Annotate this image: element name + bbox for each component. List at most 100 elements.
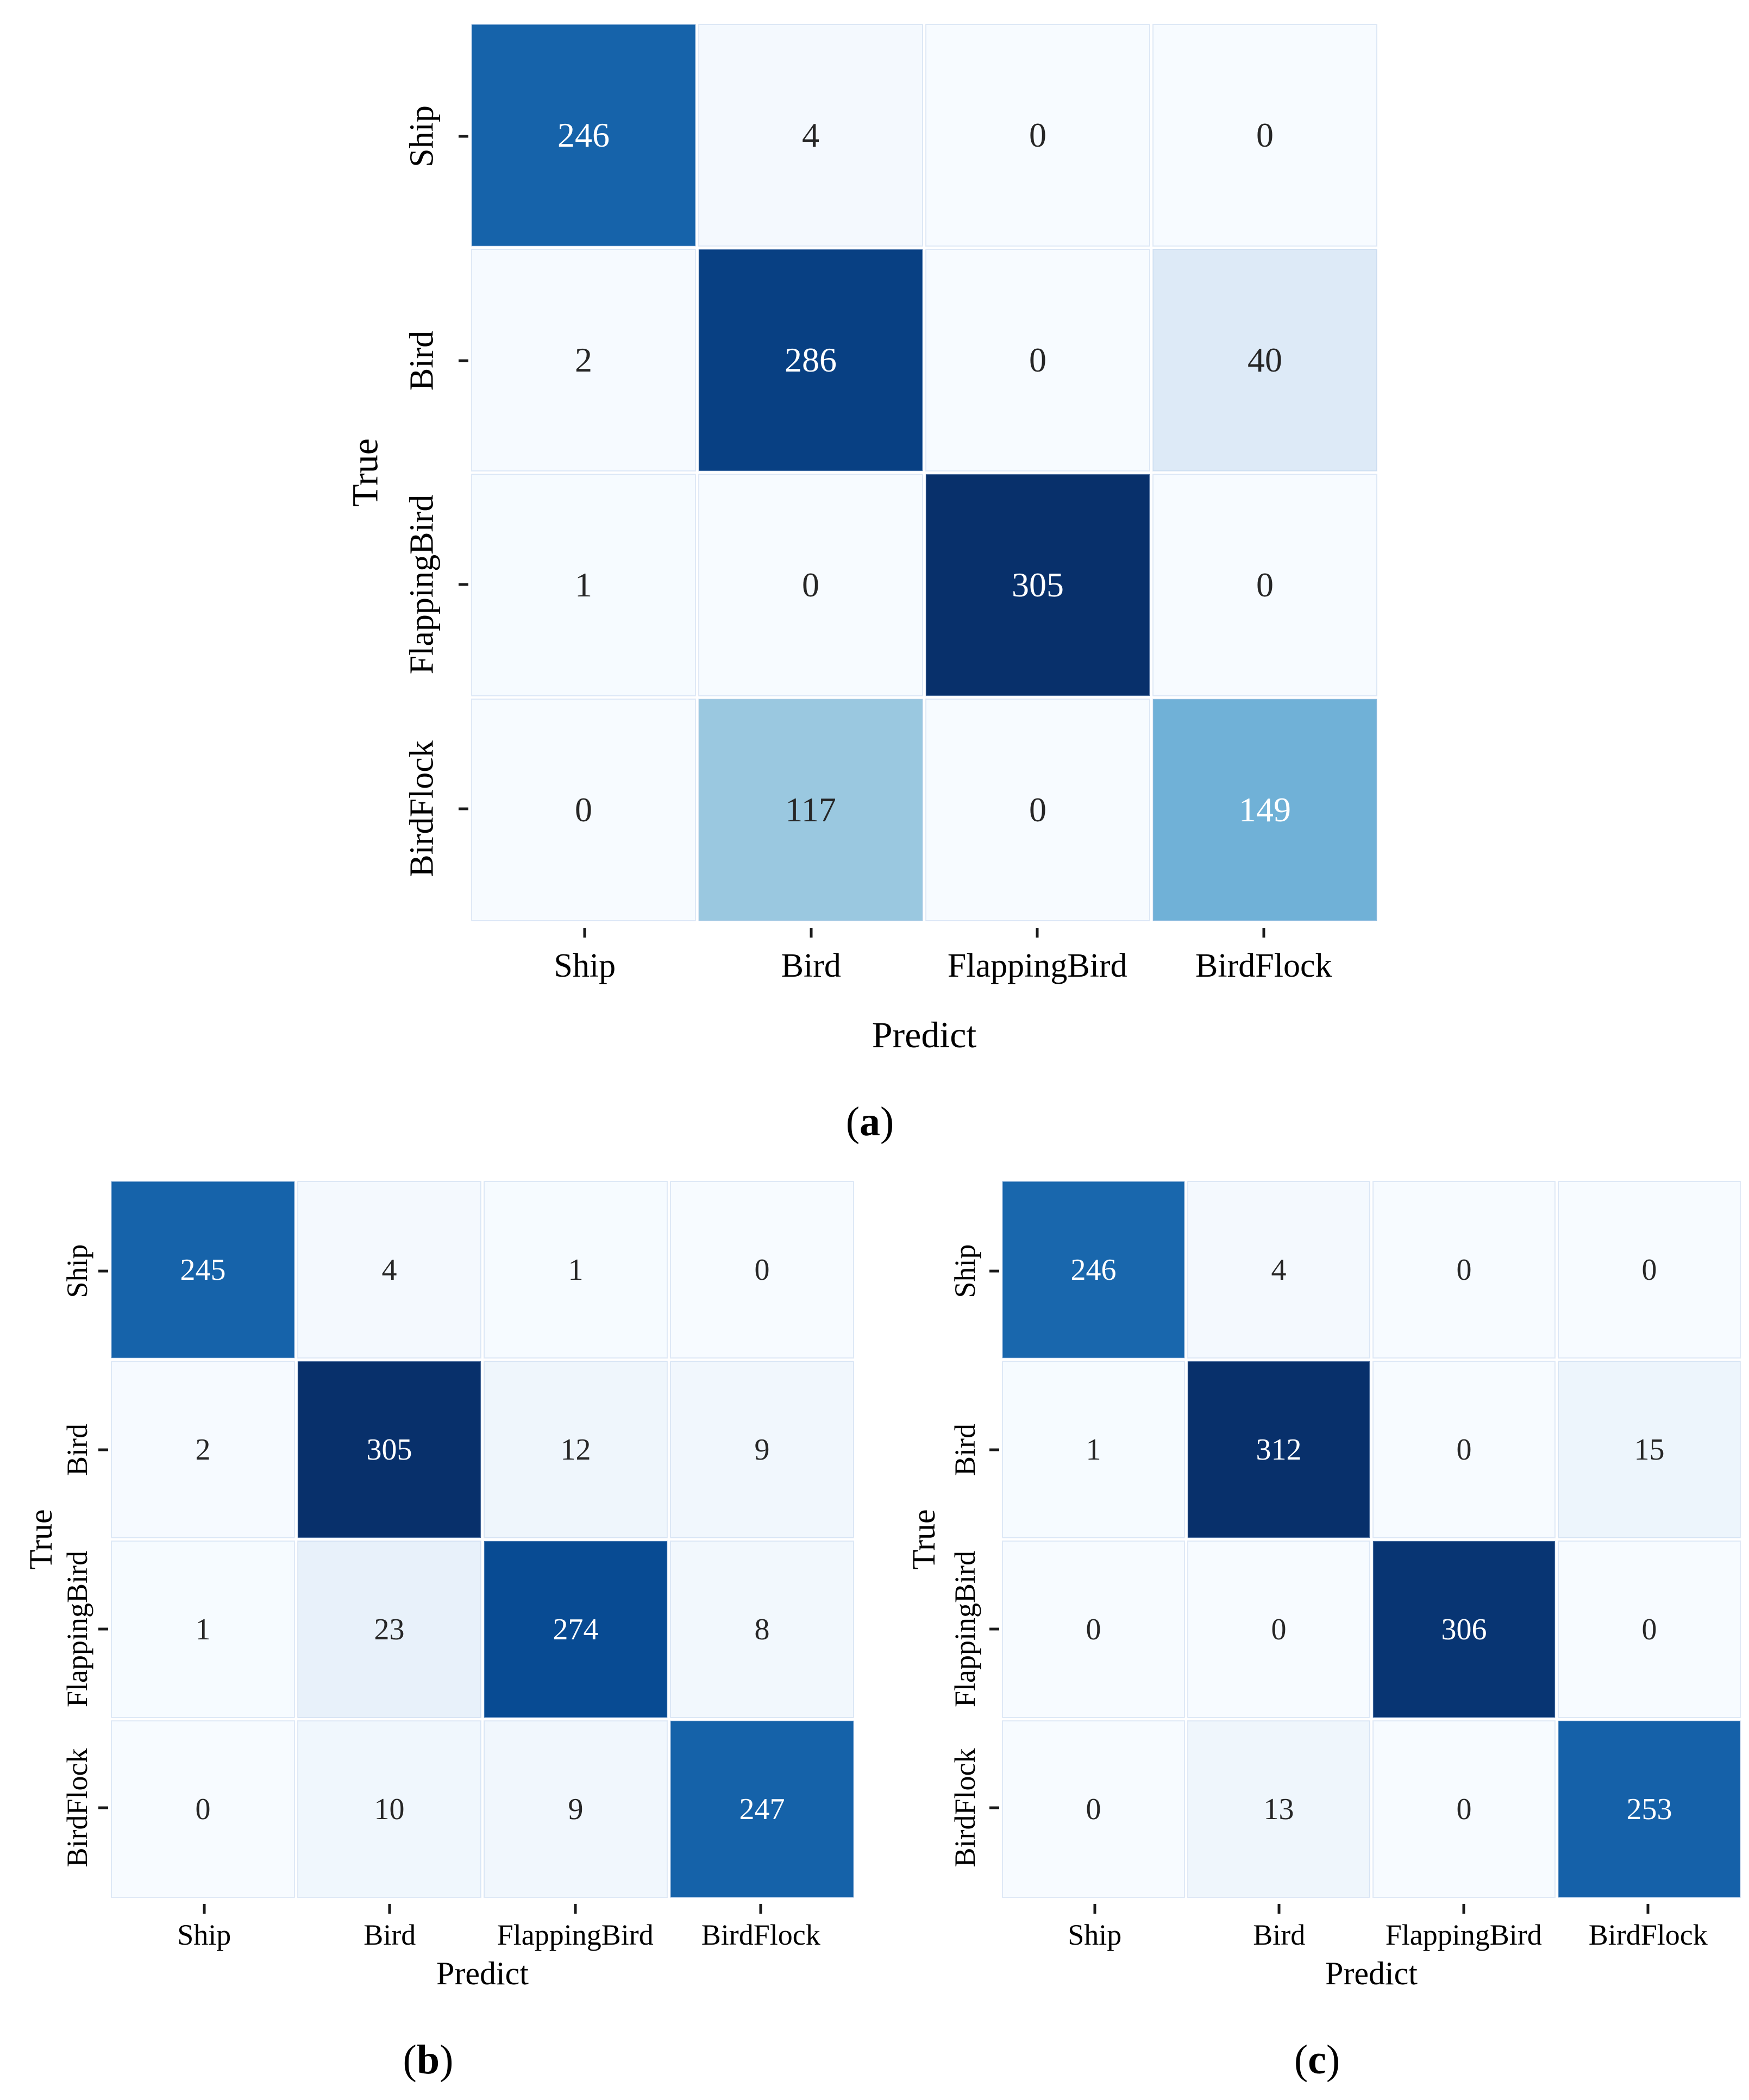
x-axis-label: Predict [872,1014,977,1055]
y-tick-label-Ship: Ship [60,1244,93,1298]
x-tick-label-Bird: Bird [781,947,841,984]
heatmap-cell-Bird-BirdFlock: 15 [1558,1361,1741,1538]
caption-paren: ) [440,2037,454,2083]
heatmap-cell-FlappingBird-Bird: 0 [698,474,923,696]
heatmap-cell-Bird-Ship: 2 [111,1361,295,1538]
caption-paren: ( [845,1099,860,1145]
x-tick-label-Bird: Bird [1253,1919,1306,1951]
x-tick-mark [1462,1904,1465,1914]
y-tick-mark [989,1806,999,1809]
y-tick-mark [459,135,468,138]
x-tick-mark [1262,928,1265,938]
heatmap-cell-FlappingBird-Ship: 1 [471,474,696,696]
y-axis-label: True [344,438,386,507]
y-tick-mark [459,583,468,586]
caption-letter: c [1308,2037,1326,2083]
y-tick-mark [989,1627,999,1631]
heatmap-cell-Bird-Bird: 305 [297,1361,481,1538]
heatmap-cell-BirdFlock-BirdFlock: 149 [1152,699,1377,921]
heatmap-cell-BirdFlock-Bird: 117 [698,699,923,921]
heatmap-grid-b: 245 4 1 0 2 305 12 9 1 23 274 8 0 10 9 247 [111,1181,854,1898]
x-tick-mark [810,928,813,938]
x-tick-label-Ship: Ship [1068,1919,1122,1951]
x-tick-mark [1036,928,1039,938]
x-tick-label-BirdFlock: BirdFlock [1195,947,1332,984]
heatmap-cell-BirdFlock-Bird: 13 [1187,1720,1370,1898]
heatmap-cell-Ship-BirdFlock: 0 [670,1181,854,1359]
heatmap-cell-FlappingBird-FlappingBird: 305 [925,474,1150,696]
heatmap-cell-FlappingBird-FlappingBird: 306 [1372,1541,1556,1718]
heatmap-cell-Bird-Ship: 1 [1002,1361,1185,1538]
heatmap-cell-Ship-Bird: 4 [297,1181,481,1359]
caption-letter: b [416,2037,440,2083]
heatmap-cell-Bird-BirdFlock: 40 [1152,249,1377,471]
x-tick-mark [583,928,586,938]
x-axis-label: Predict [436,1956,529,1991]
x-tick-label-Bird: Bird [363,1919,416,1951]
heatmap-cell-BirdFlock-Ship: 0 [1002,1720,1185,1898]
x-tick-label-Ship: Ship [177,1919,231,1951]
y-tick-mark [989,1448,999,1451]
y-tick-label-BirdFlock: BirdFlock [60,1748,93,1868]
y-tick-label-Bird: Bird [948,1424,981,1476]
y-tick-label-FlappingBird: FlappingBird [403,494,441,675]
heatmap-cell-Ship-FlappingBird: 0 [1372,1181,1556,1359]
heatmap-cell-BirdFlock-BirdFlock: 247 [670,1720,854,1898]
x-tick-mark [1277,1904,1281,1914]
heatmap-cell-Ship-Bird: 4 [698,24,923,247]
heatmap-cell-Bird-FlappingBird: 0 [925,249,1150,471]
heatmap-cell-Ship-Ship: 246 [471,24,696,247]
heatmap-cell-Bird-Ship: 2 [471,249,696,471]
y-tick-label-Bird: Bird [60,1424,93,1476]
x-tick-mark [388,1904,391,1914]
heatmap-cell-BirdFlock-Ship: 0 [471,699,696,921]
heatmap-cell-Bird-FlappingBird: 12 [484,1361,668,1538]
heatmap-cell-Bird-Bird: 286 [698,249,923,471]
y-tick-label-BirdFlock: BirdFlock [948,1748,981,1868]
x-tick-label-Ship: Ship [554,947,616,984]
caption-paren: ( [1294,2037,1308,2083]
y-tick-mark [98,1448,108,1451]
subfigure-caption: (a) [845,1099,894,1145]
x-axis-label: Predict [1325,1956,1418,1991]
x-tick-mark [1093,1904,1096,1914]
subfigure-caption: (c) [1294,2037,1340,2083]
heatmap-cell-FlappingBird-BirdFlock: 0 [1152,474,1377,696]
heatmap-cell-FlappingBird-BirdFlock: 8 [670,1541,854,1718]
caption-paren: ( [403,2037,417,2083]
y-tick-label-Ship: Ship [948,1244,981,1298]
heatmap-cell-Bird-FlappingBird: 0 [1372,1361,1556,1538]
heatmap-cell-Bird-BirdFlock: 9 [670,1361,854,1538]
caption-letter: a [860,1099,880,1145]
x-tick-mark [1646,1904,1650,1914]
x-tick-label-BirdFlock: BirdFlock [1588,1919,1708,1951]
x-tick-label-FlappingBird: FlappingBird [947,947,1127,984]
heatmap-cell-Ship-Ship: 245 [111,1181,295,1359]
y-axis-label: True [906,1509,942,1570]
heatmap-cell-BirdFlock-FlappingBird: 0 [1372,1720,1556,1898]
subfigure-caption: (b) [403,2037,454,2083]
heatmap-cell-FlappingBird-BirdFlock: 0 [1558,1541,1741,1718]
heatmap-cell-BirdFlock-Ship: 0 [111,1720,295,1898]
heatmap-cell-FlappingBird-Bird: 23 [297,1541,481,1718]
heatmap-grid-a: 246 4 0 0 2 286 0 40 1 0 305 0 0 117 0 149 [471,24,1377,921]
heatmap-cell-Ship-FlappingBird: 0 [925,24,1150,247]
heatmap-cell-BirdFlock-FlappingBird: 0 [925,699,1150,921]
y-tick-mark [98,1269,108,1273]
heatmap-cell-FlappingBird-Bird: 0 [1187,1541,1370,1718]
caption-paren: ) [880,1099,894,1145]
heatmap-cell-BirdFlock-FlappingBird: 9 [484,1720,668,1898]
heatmap-cell-BirdFlock-BirdFlock: 253 [1558,1720,1741,1898]
y-tick-label-Ship: Ship [403,105,441,168]
x-tick-mark [203,1904,206,1914]
heatmap-cell-Ship-BirdFlock: 0 [1558,1181,1741,1359]
y-tick-mark [98,1806,108,1809]
x-tick-mark [574,1904,577,1914]
heatmap-cell-BirdFlock-Bird: 10 [297,1720,481,1898]
y-tick-label-FlappingBird: FlappingBird [948,1550,981,1707]
y-axis-label: True [23,1509,59,1570]
heatmap-cell-FlappingBird-Ship: 0 [1002,1541,1185,1718]
heatmap-cell-Ship-BirdFlock: 0 [1152,24,1377,247]
y-tick-mark [459,359,468,362]
y-tick-label-FlappingBird: FlappingBird [60,1550,93,1707]
